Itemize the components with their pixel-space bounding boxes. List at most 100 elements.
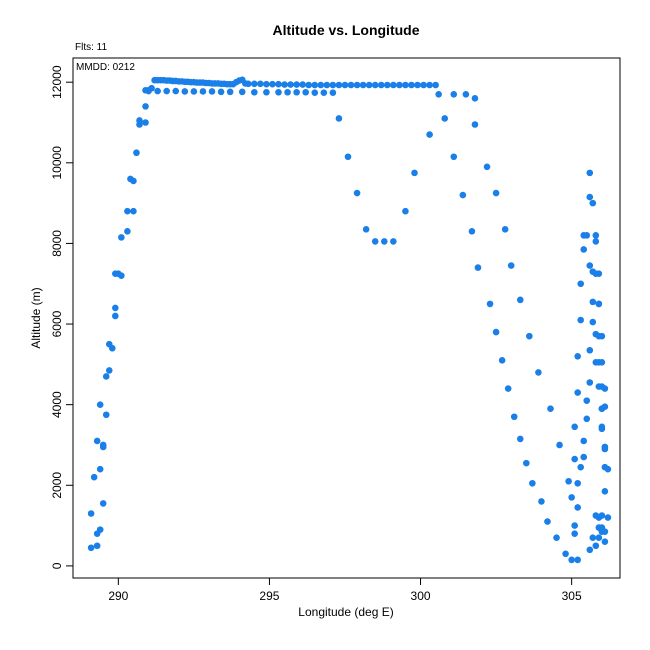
data-point xyxy=(595,332,603,340)
data-point xyxy=(571,522,578,529)
data-point xyxy=(462,90,470,98)
data-point xyxy=(492,328,500,336)
data-point xyxy=(238,88,246,96)
data-point xyxy=(251,80,258,88)
data-point xyxy=(586,379,594,386)
data-point xyxy=(592,232,600,239)
data-point xyxy=(435,90,442,98)
data-point xyxy=(408,81,415,89)
data-point xyxy=(281,81,288,88)
data-point xyxy=(562,550,569,558)
data-point xyxy=(592,270,600,277)
data-point xyxy=(592,512,600,519)
data-point xyxy=(172,87,180,95)
data-point xyxy=(118,234,125,241)
data-point xyxy=(598,512,606,519)
data-point xyxy=(568,494,575,501)
data-point xyxy=(583,397,591,404)
data-point xyxy=(601,528,609,535)
data-point xyxy=(568,556,575,564)
data-point xyxy=(87,510,95,517)
data-point xyxy=(347,81,355,89)
y-axis: 0 2000 4000 6000 8000 10000 12000 xyxy=(50,65,74,569)
data-point xyxy=(133,149,140,157)
data-point xyxy=(226,88,234,96)
data-point xyxy=(471,121,479,128)
plot-area-frame xyxy=(72,57,621,579)
data-point xyxy=(411,169,418,177)
data-point xyxy=(526,332,533,340)
data-point xyxy=(574,504,581,511)
data-point xyxy=(275,88,282,96)
data-point xyxy=(592,238,600,245)
data-point xyxy=(501,226,509,233)
data-point xyxy=(362,226,370,233)
data-point xyxy=(244,80,252,88)
data-point xyxy=(344,153,352,161)
data-point xyxy=(99,500,107,507)
data-point xyxy=(468,228,476,235)
data-point xyxy=(483,163,491,171)
data-point xyxy=(353,189,361,197)
data-point xyxy=(601,488,609,495)
data-point xyxy=(142,103,149,110)
data-point xyxy=(565,477,572,485)
data-point xyxy=(574,389,581,396)
data-point xyxy=(263,80,270,88)
data-point xyxy=(130,177,137,185)
data-point xyxy=(586,546,594,554)
data-point xyxy=(118,272,125,279)
data-point xyxy=(353,81,361,89)
data-point xyxy=(102,411,110,419)
data-point xyxy=(154,87,161,95)
data-point xyxy=(323,81,331,89)
data-point xyxy=(102,373,110,380)
data-point xyxy=(580,246,588,253)
data-point xyxy=(414,81,421,89)
data-point xyxy=(544,518,551,525)
data-point xyxy=(538,498,545,505)
data-point xyxy=(574,352,581,360)
data-point xyxy=(574,556,581,564)
data-point xyxy=(498,357,506,364)
data-point xyxy=(583,232,591,239)
data-point xyxy=(580,453,588,461)
data-point xyxy=(87,544,95,552)
data-point xyxy=(595,359,603,366)
chart-title: Altitude vs. Longitude xyxy=(273,22,420,38)
y-tick-label: 0 xyxy=(50,562,64,569)
data-point xyxy=(450,153,458,161)
data-point xyxy=(181,88,189,95)
data-point xyxy=(124,228,131,235)
data-point xyxy=(390,81,397,89)
data-point xyxy=(335,115,343,122)
data-point xyxy=(99,443,107,451)
data-point xyxy=(595,534,603,541)
x-tick-label: 300 xyxy=(411,589,431,603)
x-axis: 290 295 300 305 xyxy=(108,577,582,603)
data-point xyxy=(471,95,479,102)
data-point xyxy=(311,89,319,96)
data-point xyxy=(145,87,152,95)
data-point xyxy=(96,465,104,473)
data-point xyxy=(516,435,524,443)
data-point xyxy=(601,443,609,451)
data-point xyxy=(130,207,137,215)
y-tick-label: 4000 xyxy=(50,391,64,418)
data-point xyxy=(108,344,116,352)
data-point xyxy=(553,534,560,541)
data-point xyxy=(93,437,101,445)
data-point xyxy=(269,80,276,88)
data-point xyxy=(459,191,467,199)
data-point xyxy=(589,318,597,326)
data-point xyxy=(199,88,207,95)
data-point xyxy=(142,119,149,126)
data-point xyxy=(396,81,403,89)
data-point xyxy=(335,81,343,89)
data-point xyxy=(384,81,391,89)
data-point xyxy=(402,81,409,89)
data-point xyxy=(311,81,319,89)
data-point xyxy=(426,131,433,138)
data-point xyxy=(516,296,524,304)
